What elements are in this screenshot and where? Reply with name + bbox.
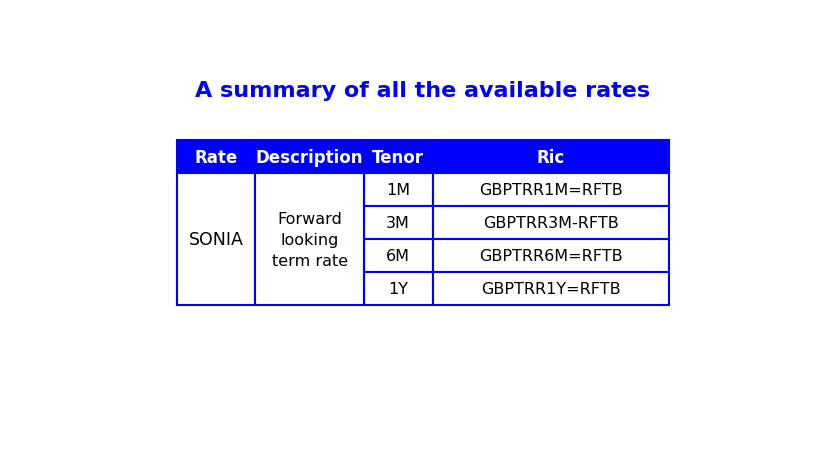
Bar xyxy=(364,141,432,174)
Text: GBPTRR3M-RFTB: GBPTRR3M-RFTB xyxy=(483,216,619,231)
Text: A summary of all the available rates: A summary of all the available rates xyxy=(196,81,650,101)
Text: Ric: Ric xyxy=(537,149,565,167)
Bar xyxy=(364,174,432,206)
Bar xyxy=(256,141,364,174)
Text: Rate: Rate xyxy=(195,149,238,167)
Bar xyxy=(256,174,364,305)
Bar xyxy=(432,174,669,206)
Text: 1Y: 1Y xyxy=(389,281,408,296)
Bar xyxy=(177,141,256,174)
Text: Description: Description xyxy=(256,149,363,167)
Bar xyxy=(432,239,669,272)
Text: GBPTRR1M=RFTB: GBPTRR1M=RFTB xyxy=(479,183,623,198)
Text: Tenor: Tenor xyxy=(372,149,424,167)
Bar xyxy=(177,174,256,305)
Text: GBPTRR1Y=RFTB: GBPTRR1Y=RFTB xyxy=(481,281,620,296)
Bar xyxy=(432,206,669,239)
Text: 6M: 6M xyxy=(386,249,410,263)
Text: SONIA: SONIA xyxy=(189,231,243,249)
Bar xyxy=(364,206,432,239)
Text: 1M: 1M xyxy=(386,183,410,198)
Bar xyxy=(364,272,432,305)
Bar xyxy=(432,141,669,174)
Text: Forward
looking
term rate: Forward looking term rate xyxy=(271,211,347,268)
Bar xyxy=(432,272,669,305)
Text: GBPTRR6M=RFTB: GBPTRR6M=RFTB xyxy=(479,249,623,263)
Bar xyxy=(364,239,432,272)
Text: 3M: 3M xyxy=(386,216,410,231)
